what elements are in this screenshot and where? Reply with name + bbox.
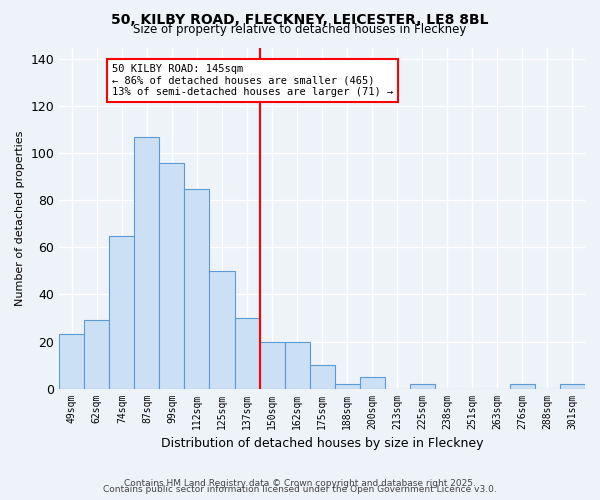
Bar [184, 188, 209, 388]
Bar [59, 334, 85, 388]
Bar [109, 236, 134, 388]
Text: 50 KILBY ROAD: 145sqm
← 86% of detached houses are smaller (465)
13% of semi-det: 50 KILBY ROAD: 145sqm ← 86% of detached … [112, 64, 393, 97]
Bar [160, 163, 184, 388]
Bar [284, 342, 310, 388]
Text: Size of property relative to detached houses in Fleckney: Size of property relative to detached ho… [133, 22, 467, 36]
Y-axis label: Number of detached properties: Number of detached properties [15, 130, 25, 306]
Text: Contains HM Land Registry data © Crown copyright and database right 2025.: Contains HM Land Registry data © Crown c… [124, 478, 476, 488]
Bar [335, 384, 359, 388]
X-axis label: Distribution of detached houses by size in Fleckney: Distribution of detached houses by size … [161, 437, 484, 450]
Bar [134, 137, 160, 388]
Bar [85, 320, 109, 388]
Bar [235, 318, 260, 388]
Text: 50, KILBY ROAD, FLECKNEY, LEICESTER, LE8 8BL: 50, KILBY ROAD, FLECKNEY, LEICESTER, LE8… [111, 12, 489, 26]
Bar [260, 342, 284, 388]
Text: Contains public sector information licensed under the Open Government Licence v3: Contains public sector information licen… [103, 485, 497, 494]
Bar [209, 271, 235, 388]
Bar [359, 377, 385, 388]
Bar [560, 384, 585, 388]
Bar [410, 384, 435, 388]
Bar [510, 384, 535, 388]
Bar [310, 365, 335, 388]
